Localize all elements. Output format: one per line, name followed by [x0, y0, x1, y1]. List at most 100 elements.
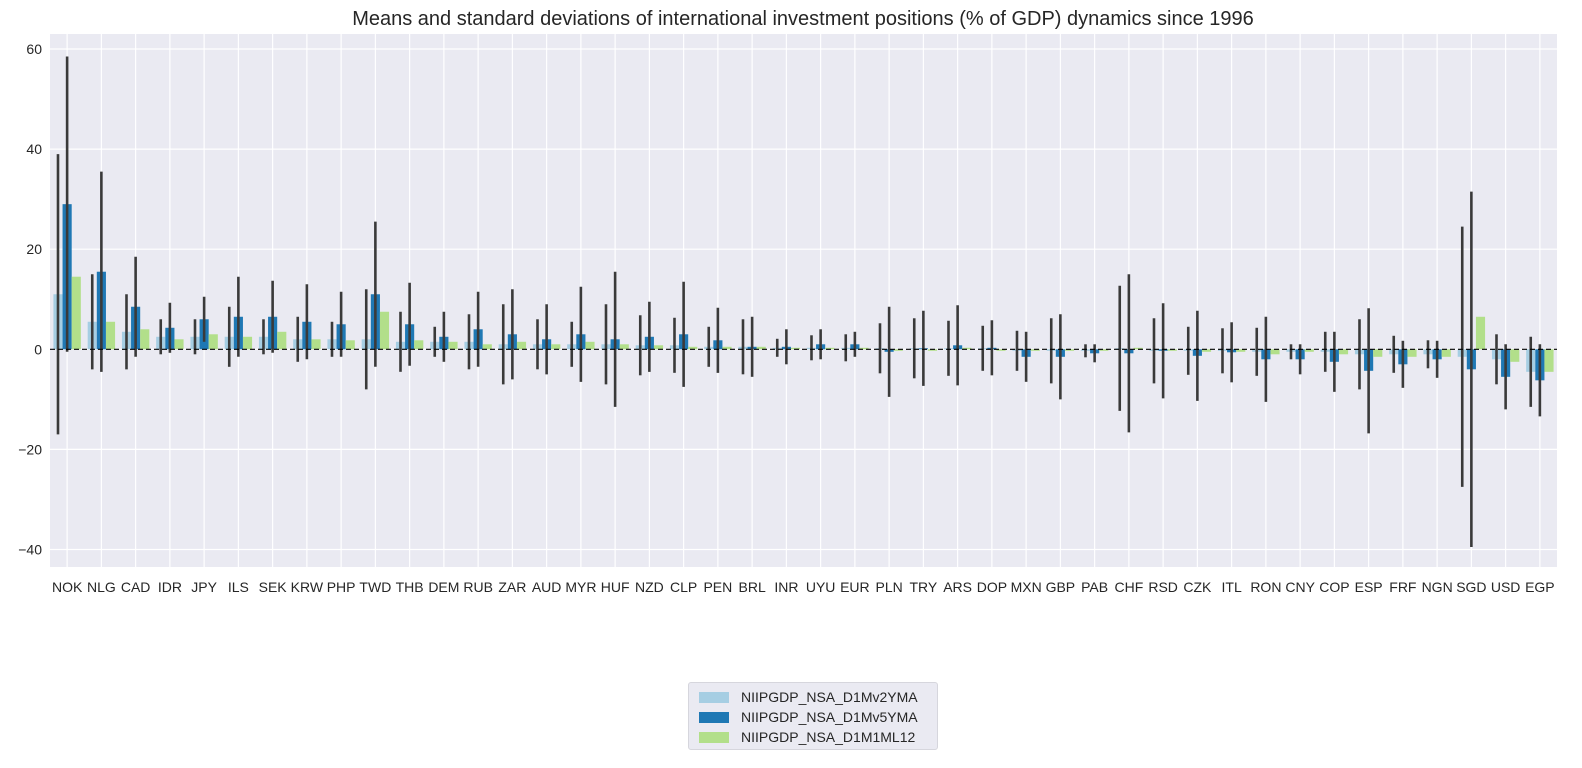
bar: [277, 331, 287, 350]
bar: [208, 334, 218, 350]
bar: [756, 346, 766, 350]
legend-label: NIIPGDP_NSA_D1M1ML12: [741, 729, 916, 745]
bar: [653, 345, 664, 350]
chart-title: Means and standard deviations of interna…: [352, 8, 1254, 30]
legend-item: NIIPGDP_NSA_D1Mv5YMA: [699, 707, 927, 727]
x-tick-label: ILS: [228, 579, 249, 595]
bar: [619, 344, 629, 350]
legend: NIIPGDP_NSA_D1Mv2YMA NIIPGDP_NSA_D1Mv5YM…: [688, 682, 938, 750]
x-tick-label: BRL: [739, 579, 766, 595]
bar: [105, 321, 116, 350]
bar: [174, 339, 184, 350]
x-tick-label: CAD: [121, 579, 151, 595]
x-tick-label: TWD: [359, 579, 391, 595]
y-axis-ticks: −40 −20 0 20 40 60: [18, 41, 42, 557]
bar: [722, 346, 732, 350]
y-tick-label: 40: [26, 141, 42, 157]
legend-item: NIIPGDP_NSA_D1M1ML12: [699, 727, 927, 747]
x-tick-label: EGP: [1525, 579, 1555, 595]
bar: [242, 336, 253, 350]
bar: [551, 344, 561, 350]
bar: [1510, 349, 1520, 362]
x-tick-label: THB: [396, 579, 424, 595]
x-tick-label: NLG: [87, 579, 116, 595]
bar: [825, 347, 835, 350]
x-tick-label: GBP: [1046, 579, 1076, 595]
bar: [1373, 349, 1383, 357]
x-tick-label: CLP: [670, 579, 697, 595]
x-tick-label: CZK: [1183, 579, 1212, 595]
bar: [688, 346, 698, 350]
bar: [1236, 349, 1246, 352]
bar: [790, 347, 801, 350]
x-tick-label: MYR: [565, 579, 596, 595]
bar: [482, 344, 492, 350]
bar: [1441, 349, 1451, 357]
x-tick-label: COP: [1319, 579, 1349, 595]
x-tick-label: EUR: [840, 579, 870, 595]
x-tick-label: DOP: [977, 579, 1007, 595]
bar: [1475, 316, 1486, 350]
bar: [1133, 347, 1143, 350]
bar: [1201, 349, 1212, 352]
x-tick-label: RUB: [463, 579, 493, 595]
legend-label: NIIPGDP_NSA_D1Mv5YMA: [741, 709, 918, 725]
bar: [1304, 349, 1314, 352]
bar: [345, 340, 355, 350]
bar: [1270, 349, 1280, 355]
bar: [448, 341, 458, 350]
x-tick-label: UYU: [806, 579, 836, 595]
y-tick-label: −40: [18, 541, 42, 557]
bar: [379, 311, 390, 350]
x-tick-label: KRW: [291, 579, 324, 595]
x-tick-label: TRY: [910, 579, 938, 595]
x-tick-label: INR: [774, 579, 798, 595]
x-tick-label: SGD: [1456, 579, 1486, 595]
y-tick-label: −20: [18, 441, 42, 457]
bar: [1167, 349, 1177, 351]
x-tick-label: JPY: [191, 579, 217, 595]
x-tick-label: PHP: [327, 579, 356, 595]
x-tick-label: RSD: [1148, 579, 1178, 595]
x-tick-label: PLN: [876, 579, 903, 595]
bar: [71, 276, 81, 350]
legend-swatch: [699, 691, 729, 703]
bar: [585, 341, 595, 350]
x-tick-label: ITL: [1222, 579, 1242, 595]
x-tick-label: SEK: [259, 579, 288, 595]
legend-swatch: [699, 731, 729, 743]
legend-swatch: [699, 711, 729, 723]
bar: [311, 339, 321, 350]
bar: [1338, 349, 1349, 355]
y-tick-label: 60: [26, 41, 42, 57]
plot-area: [50, 34, 1557, 567]
x-tick-label: ESP: [1355, 579, 1383, 595]
bar: [962, 347, 972, 350]
x-tick-label: AUD: [532, 579, 562, 595]
bar: [140, 329, 150, 350]
x-axis-ticks: NOK NLG CAD IDR JPY ILS SEK KRW PHP TWD THB DEM RUB Z…: [52, 579, 1555, 595]
x-tick-label: NGN: [1422, 579, 1453, 595]
legend-item: NIIPGDP_NSA_D1Mv2YMA: [699, 687, 927, 707]
y-tick-label: 20: [26, 241, 42, 257]
x-tick-label: ARS: [943, 579, 972, 595]
bar: [1544, 349, 1554, 372]
x-tick-label: CNY: [1285, 579, 1315, 595]
x-tick-label: CHF: [1114, 579, 1143, 595]
x-tick-label: MXN: [1011, 579, 1042, 595]
x-tick-label: FRF: [1389, 579, 1416, 595]
x-tick-label: DEM: [428, 579, 459, 595]
x-tick-label: PAB: [1081, 579, 1108, 595]
x-tick-label: PEN: [703, 579, 732, 595]
bar: [996, 349, 1006, 351]
bar: [859, 347, 869, 350]
y-tick-label: 0: [34, 341, 42, 357]
x-tick-label: RON: [1250, 579, 1281, 595]
bar: [1030, 349, 1040, 351]
bar: [927, 349, 938, 351]
error-bars: [56, 56, 1542, 547]
bar: [1407, 349, 1417, 357]
x-tick-label: NOK: [52, 579, 83, 595]
legend-label: NIIPGDP_NSA_D1Mv2YMA: [741, 689, 918, 705]
